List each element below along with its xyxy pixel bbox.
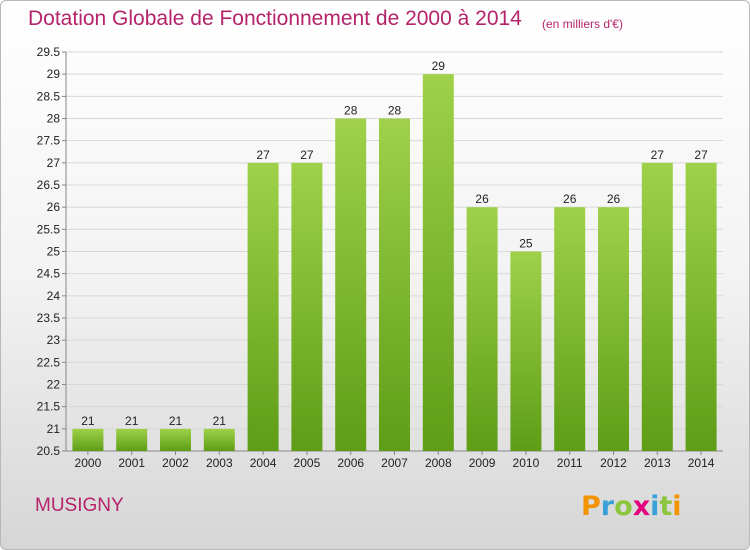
bar bbox=[466, 207, 498, 451]
brand-letter: i bbox=[672, 491, 682, 522]
chart-subtitle: (en milliers d'€) bbox=[542, 17, 623, 31]
y-tick-label: 21 bbox=[47, 422, 61, 436]
y-tick-label: 24 bbox=[47, 289, 61, 303]
y-tick-label: 22 bbox=[47, 378, 61, 392]
data-label: 21 bbox=[213, 414, 227, 428]
y-tick-label: 21.5 bbox=[37, 400, 61, 414]
bar bbox=[554, 207, 586, 451]
x-tick-label: 2004 bbox=[250, 456, 277, 470]
brand-letter: t bbox=[659, 491, 673, 522]
data-label: 26 bbox=[475, 192, 489, 206]
x-tick-label: 2013 bbox=[644, 456, 671, 470]
data-label: 27 bbox=[300, 148, 314, 162]
brand-letter: r bbox=[600, 491, 615, 522]
y-tick-label: 28.5 bbox=[37, 89, 61, 103]
brand-letter: i bbox=[650, 491, 660, 522]
x-tick-label: 2010 bbox=[513, 456, 540, 470]
labels: 20.5 21 21.5 22 22.5 23 23.5 24 24.5 25 25.5 26 26.5… bbox=[37, 45, 715, 470]
y-tick-label: 26.5 bbox=[37, 178, 61, 192]
y-tick-label: 26 bbox=[47, 200, 61, 214]
bar bbox=[203, 428, 235, 451]
y-tick-label: 20.5 bbox=[37, 444, 61, 458]
data-label: 28 bbox=[344, 104, 358, 118]
x-tick-label: 2008 bbox=[425, 456, 452, 470]
data-label: 21 bbox=[81, 414, 95, 428]
bar bbox=[598, 207, 629, 451]
place-name: MUSIGNY bbox=[35, 495, 124, 516]
y-tick-label: 23.5 bbox=[37, 311, 61, 325]
brand-letter: P bbox=[581, 491, 601, 522]
y-tick-label: 27 bbox=[47, 156, 61, 170]
data-label: 29 bbox=[432, 59, 446, 73]
bar bbox=[510, 251, 542, 451]
data-label: 27 bbox=[256, 148, 270, 162]
data-label: 26 bbox=[607, 192, 621, 206]
data-label: 25 bbox=[519, 237, 533, 251]
data-label: 26 bbox=[563, 192, 577, 206]
bar bbox=[422, 74, 454, 452]
y-tick-label: 29.5 bbox=[37, 45, 61, 59]
bar bbox=[72, 428, 104, 451]
x-tick-label: 2007 bbox=[381, 456, 408, 470]
x-tick-label: 2005 bbox=[294, 456, 321, 470]
brand-letter: o bbox=[614, 491, 633, 522]
bars bbox=[72, 74, 717, 452]
bar bbox=[641, 162, 673, 452]
y-tick-label: 23 bbox=[47, 333, 61, 347]
bar bbox=[685, 162, 717, 452]
bar bbox=[160, 428, 191, 451]
bar bbox=[291, 162, 323, 452]
y-tick-label: 27.5 bbox=[37, 134, 61, 148]
bar bbox=[247, 162, 279, 452]
bar bbox=[116, 428, 148, 451]
y-tick-label: 28 bbox=[47, 112, 61, 126]
data-label: 27 bbox=[694, 148, 708, 162]
x-tick-label: 2002 bbox=[162, 456, 189, 470]
brand-logo: Proxiti bbox=[581, 491, 682, 522]
bar bbox=[379, 118, 410, 451]
y-tick-label: 22.5 bbox=[37, 355, 61, 369]
x-tick-label: 2009 bbox=[469, 456, 496, 470]
y-tick-label: 29 bbox=[47, 67, 61, 81]
x-tick-label: 2012 bbox=[600, 456, 627, 470]
data-label: 28 bbox=[388, 104, 402, 118]
chart-title: Dotation Globale de Fonctionnement de 20… bbox=[28, 7, 522, 30]
y-tick-label: 25 bbox=[47, 245, 61, 259]
y-tick-label: 24.5 bbox=[37, 267, 61, 281]
x-tick-label: 2000 bbox=[75, 456, 102, 470]
x-tick-label: 2006 bbox=[337, 456, 364, 470]
x-tick-label: 2003 bbox=[206, 456, 233, 470]
data-label: 27 bbox=[651, 148, 665, 162]
x-tick-label: 2011 bbox=[557, 456, 583, 470]
x-tick-label: 2014 bbox=[688, 456, 715, 470]
brand-letter: x bbox=[632, 491, 651, 522]
data-label: 21 bbox=[169, 414, 183, 428]
x-tick-label: 2001 bbox=[118, 456, 145, 470]
data-label: 21 bbox=[125, 414, 139, 428]
bar bbox=[335, 118, 367, 451]
y-tick-label: 25.5 bbox=[37, 222, 61, 236]
